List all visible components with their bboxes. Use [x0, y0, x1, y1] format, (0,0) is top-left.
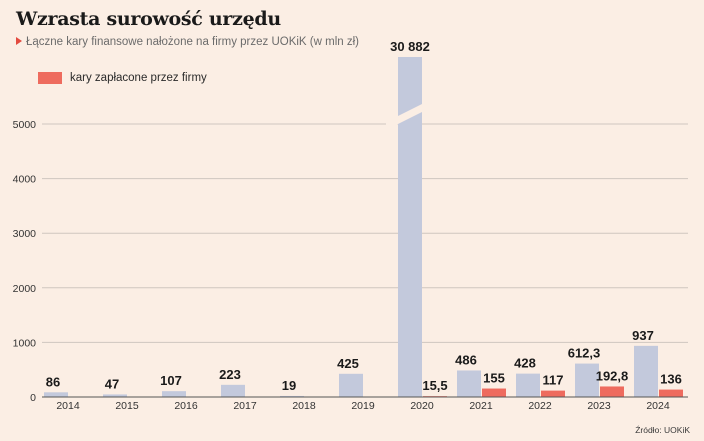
data-label-paid: 155: [483, 371, 505, 386]
legend: kary zapłacone przez firmy: [38, 72, 207, 84]
x-tick-label: 2019: [351, 400, 375, 412]
bar-paid: [482, 388, 506, 397]
bar-total: [44, 392, 68, 397]
bar-paid: [541, 390, 565, 397]
data-label-total: 486: [455, 352, 477, 367]
axis-break-mark: [386, 98, 434, 130]
bar-paid: [659, 389, 683, 397]
x-tick-label: 2016: [174, 400, 198, 412]
y-tick-label: 3000: [13, 228, 37, 240]
data-label-total: 425: [337, 356, 359, 371]
x-tick-label: 2023: [587, 400, 611, 412]
y-tick-label: 2000: [13, 283, 37, 295]
chart-subtitle: Łączne kary finansowe nałożone na firmy …: [16, 36, 359, 48]
x-tick-label: 2021: [469, 400, 493, 412]
bar-total: [221, 384, 245, 397]
bar-total: [634, 345, 658, 397]
data-label-total: 428: [514, 356, 536, 371]
data-label-total: 223: [219, 367, 241, 382]
bar-total: [103, 394, 127, 397]
y-tick-label: 4000: [13, 174, 37, 186]
x-tick-label: 2017: [233, 400, 257, 412]
data-label-paid: 192,8: [596, 368, 629, 383]
data-label-total: 47: [105, 376, 119, 391]
legend-label-paid: kary zapłacone przez firmy: [70, 72, 207, 84]
bar-paid: [600, 386, 624, 397]
data-label-total: 86: [46, 374, 60, 389]
bar-total: [162, 391, 186, 397]
source-note: Źródło: UOKiK: [635, 425, 690, 435]
data-label-total: 19: [282, 378, 296, 393]
data-label-total: 107: [160, 373, 182, 388]
data-label-paid: 136: [660, 372, 682, 387]
data-label-total: 30 882: [390, 39, 430, 54]
x-tick-label: 2015: [115, 400, 139, 412]
bar-total: [516, 373, 540, 397]
bar-total: [575, 363, 599, 397]
legend-swatch-paid: [38, 72, 62, 84]
x-tick-label: 2020: [410, 400, 434, 412]
chart-subtitle-text: Łączne kary finansowe nałożone na firmy …: [26, 36, 359, 48]
data-label-total: 937: [632, 328, 654, 343]
data-label-paid: 15,5: [422, 378, 447, 393]
x-tick-label: 2022: [528, 400, 552, 412]
y-tick-label: 0: [30, 392, 36, 404]
triangle-marker-icon: [16, 37, 22, 45]
x-tick-label: 2024: [646, 400, 670, 412]
data-label-total: 612,3: [568, 346, 601, 361]
x-tick-label: 2018: [292, 400, 316, 412]
bar-total: [457, 370, 481, 397]
x-tick-label: 2014: [56, 400, 80, 412]
y-tick-label: 1000: [13, 337, 37, 349]
bar-total: [339, 373, 363, 397]
data-label-paid: 117: [543, 373, 564, 388]
y-tick-label: 5000: [13, 119, 37, 131]
bar-total: [280, 395, 304, 397]
chart-title: Wzrasta surowość urzędu: [16, 8, 281, 30]
